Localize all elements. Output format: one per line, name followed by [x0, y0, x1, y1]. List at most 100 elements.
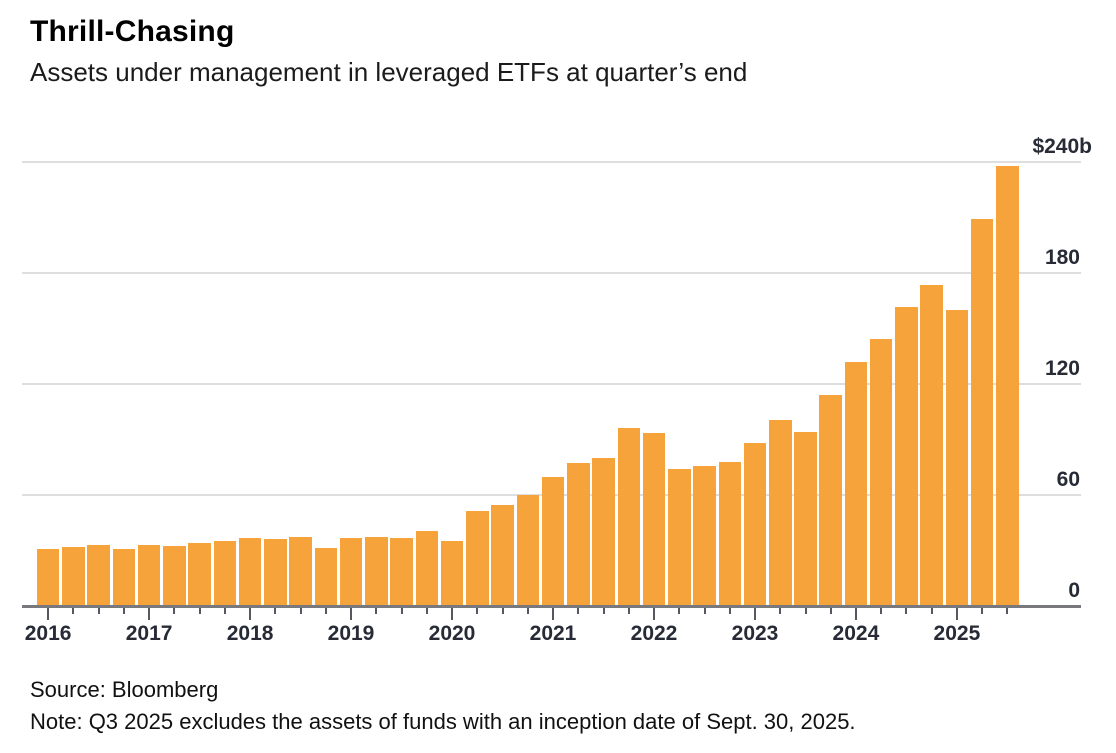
- bar: [945, 310, 969, 606]
- quarter-tick: [678, 608, 681, 614]
- x-axis-year-label: 2022: [630, 622, 678, 645]
- bar: [36, 549, 60, 606]
- bar: [819, 395, 842, 606]
- bar: [567, 463, 590, 606]
- bar: [895, 307, 918, 606]
- x-axis-year-label: 2019: [327, 622, 375, 645]
- y-gridline: [22, 383, 1081, 385]
- quarter-tick: [198, 608, 201, 614]
- y-axis-tick-label: 60: [1056, 468, 1080, 491]
- x-axis-year-label: 2021: [529, 622, 577, 645]
- bar: [440, 541, 464, 606]
- bar: [390, 538, 413, 606]
- x-axis-year-label: 2017: [125, 622, 173, 645]
- bar: [314, 548, 337, 606]
- bar: [996, 166, 1019, 606]
- quarter-tick: [299, 608, 302, 614]
- x-axis-line: [22, 605, 1081, 608]
- quarter-tick: [173, 608, 176, 614]
- y-gridline: [22, 272, 1081, 274]
- bar: [289, 537, 312, 606]
- quarter-tick: [501, 608, 504, 614]
- year-tick: [249, 608, 252, 620]
- year-tick: [653, 608, 655, 620]
- quarter-tick: [425, 608, 428, 614]
- x-axis-year-label: 2020: [428, 622, 476, 645]
- y-axis-tick-label: 0: [1068, 579, 1080, 602]
- bar: [188, 543, 211, 606]
- bar: [163, 546, 186, 606]
- quarter-tick: [400, 608, 403, 614]
- year-tick: [148, 608, 151, 620]
- quarter-tick: [728, 608, 731, 614]
- bar: [743, 443, 767, 606]
- quarter-tick: [526, 608, 529, 614]
- bar: [794, 432, 817, 606]
- quarter-tick: [223, 608, 226, 614]
- x-axis-year-label: 2023: [731, 622, 779, 645]
- bar: [693, 466, 716, 606]
- year-tick: [854, 608, 857, 620]
- x-axis-year-label: 2024: [832, 622, 880, 645]
- y-axis-tick-label: $240b: [1032, 135, 1092, 158]
- year-tick: [350, 608, 352, 620]
- quarter-tick: [829, 608, 832, 614]
- quarter-tick: [981, 608, 984, 614]
- quarter-tick: [476, 608, 479, 614]
- bar: [466, 511, 489, 606]
- y-axis-tick-label: 180: [1044, 246, 1080, 269]
- bar: [617, 428, 640, 606]
- quarter-tick: [122, 608, 125, 614]
- quarter-tick: [602, 608, 605, 614]
- bar: [62, 547, 85, 606]
- quarter-tick: [905, 608, 908, 614]
- bar: [238, 538, 262, 606]
- year-tick: [451, 608, 453, 620]
- bar: [137, 545, 161, 606]
- bar: [491, 505, 514, 606]
- bar: [844, 362, 868, 606]
- bar: [112, 549, 136, 606]
- quarter-tick: [72, 608, 75, 614]
- y-gridline: [22, 161, 1081, 163]
- bar: [970, 219, 994, 606]
- quarter-tick: [577, 608, 580, 614]
- bar: [642, 433, 666, 606]
- chart-title: Thrill-Chasing: [30, 15, 235, 48]
- y-axis-tick-label: 120: [1044, 357, 1080, 380]
- quarter-tick: [375, 608, 378, 614]
- bar: [516, 495, 539, 606]
- quarter-tick: [274, 608, 277, 614]
- quarter-tick: [930, 608, 933, 614]
- quarter-tick: [97, 608, 100, 614]
- x-axis-year-label: 2016: [24, 622, 72, 645]
- bar: [718, 462, 741, 606]
- bar: [87, 545, 110, 606]
- quarter-tick: [779, 608, 782, 614]
- bar: [592, 458, 615, 606]
- quarter-tick: [1006, 608, 1009, 614]
- bar: [541, 477, 565, 606]
- year-tick: [47, 608, 50, 620]
- bar: [415, 531, 438, 606]
- quarter-tick: [627, 608, 630, 614]
- chart-subtitle: Assets under management in leveraged ETF…: [30, 57, 748, 87]
- bar: [365, 537, 388, 606]
- quarter-tick: [324, 608, 327, 614]
- source-note: Source: Bloomberg: [30, 677, 219, 702]
- footnote: Note: Q3 2025 excludes the assets of fun…: [30, 709, 856, 734]
- x-axis-year-label: 2018: [226, 622, 274, 645]
- bar: [769, 420, 792, 606]
- bar: [339, 538, 363, 606]
- year-tick: [552, 608, 554, 620]
- x-axis-year-label: 2025: [933, 622, 981, 645]
- year-tick: [754, 608, 756, 620]
- quarter-tick: [804, 608, 807, 614]
- bar: [920, 285, 943, 606]
- quarter-tick: [880, 608, 883, 614]
- year-tick: [955, 608, 958, 620]
- quarter-tick: [703, 608, 706, 614]
- bar: [264, 539, 287, 606]
